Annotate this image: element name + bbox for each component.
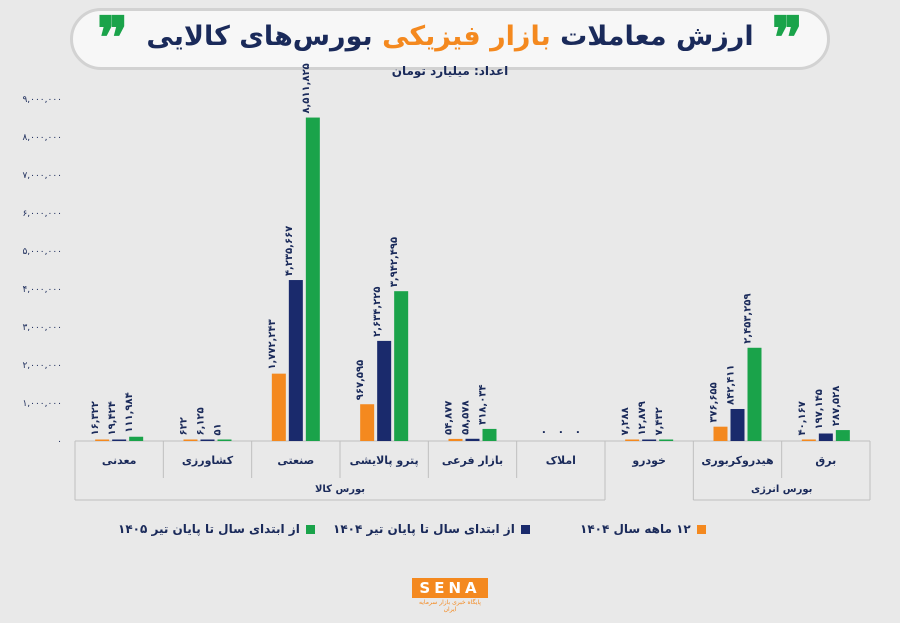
data-label: ۰	[557, 425, 564, 438]
data-label: ۳,۹۴۲,۴۹۵	[389, 237, 400, 287]
data-label: ۷,۲۸۸	[620, 407, 631, 435]
data-label: ۲,۴۵۳,۲۵۹	[743, 293, 754, 343]
bar	[730, 408, 745, 441]
title-highlight: بازار فیزیکی	[382, 21, 551, 52]
bar	[394, 291, 409, 441]
y-tick-label: ۳,۰۰۰,۰۰۰	[22, 323, 62, 333]
data-label: ۵۸,۵۷۸	[461, 400, 472, 434]
legend-item-s1404: ۱۲ ماهه سال ۱۴۰۴	[580, 522, 706, 536]
y-tick-label: ۰	[57, 437, 62, 447]
category-label: پترو پالایشی	[350, 454, 419, 467]
category-label: صنعتی	[277, 454, 314, 467]
data-label: ۴,۲۳۵,۶۶۷	[284, 226, 295, 276]
data-label: ۰	[574, 425, 581, 438]
bar	[112, 439, 127, 441]
bar	[217, 439, 232, 441]
data-label: ۴۰,۱۶۷	[797, 401, 808, 435]
data-label: ۱,۷۷۲,۲۴۳	[267, 319, 278, 369]
group-label: بورس انرژی	[751, 484, 812, 495]
data-label: ۱۶,۳۲۲	[90, 401, 101, 435]
y-tick-label: ۶,۰۰۰,۰۰۰	[22, 209, 62, 219]
bar	[642, 439, 657, 441]
legend-item-stir1405: از ابتدای سال تا پایان تیر ۱۴۰۵	[118, 522, 315, 536]
y-tick-label: ۷,۰۰۰,۰۰۰	[22, 171, 62, 181]
legend-item-stir1404: از ابتدای سال تا پایان تیر ۱۴۰۴	[333, 522, 530, 536]
category-label: هیدروکربوری	[701, 454, 773, 467]
legend-swatch-navy	[520, 525, 530, 534]
data-label: ۰	[540, 425, 547, 438]
data-label: ۵۴,۸۷۷	[444, 401, 455, 435]
category-label: کشاورزی	[182, 454, 234, 467]
y-tick-label: ۵,۰۰۰,۰۰۰	[22, 247, 62, 257]
data-label: ۳۱۸,۰۳۴	[478, 384, 489, 424]
data-label: ۲۸۷,۵۲۸	[831, 386, 842, 426]
legend-swatch-green	[305, 525, 315, 534]
bar	[305, 117, 320, 441]
title-part2: بورس‌های کالایی	[146, 21, 373, 52]
title-part1: ارزش معاملات	[560, 21, 754, 52]
data-label: ۱۹,۴۲۴	[107, 401, 118, 435]
bar	[288, 280, 303, 441]
category-label: املاک	[546, 454, 576, 467]
category-label: خودرو	[631, 454, 666, 467]
logo-text: SENA	[412, 578, 488, 598]
data-label: ۸,۵۱۱,۸۲۵	[301, 63, 312, 113]
quote-mark-right: ❞	[771, 4, 803, 72]
bar	[200, 439, 215, 441]
legend-label: از ابتدای سال تا پایان تیر ۱۴۰۴	[333, 522, 515, 536]
data-label: ۲,۶۳۴,۲۲۵	[372, 287, 383, 337]
bar	[377, 340, 392, 441]
data-label: ۷,۴۳۲	[654, 407, 665, 435]
y-tick-label: ۴,۰۰۰,۰۰۰	[22, 285, 62, 295]
bar	[835, 430, 850, 441]
bar	[713, 426, 728, 441]
legend-swatch-orange	[696, 525, 706, 534]
quote-mark-left: ❞	[97, 4, 129, 72]
bar	[801, 439, 816, 441]
y-tick-label: ۲,۰۰۰,۰۰۰	[22, 361, 62, 371]
bar	[465, 438, 480, 441]
group-label: بورس کالا	[315, 484, 365, 495]
data-label: ۹۶۷,۵۹۵	[355, 360, 366, 400]
legend-label: از ابتدای سال تا پایان تیر ۱۴۰۵	[118, 522, 300, 536]
category-label: برق	[815, 454, 836, 467]
category-label: بازار فرعی	[442, 454, 503, 467]
data-label: ۱۲,۸۷۹	[637, 401, 648, 435]
data-label: ۵۱	[213, 423, 224, 435]
bar	[129, 436, 144, 441]
y-tick-label: ۱,۰۰۰,۰۰۰	[22, 399, 62, 409]
bar	[625, 439, 640, 441]
sena-logo: SENA پایگاه خبری بازار سرمایه ایران	[412, 578, 488, 613]
bar	[818, 433, 833, 441]
chart-title: ارزش معاملات بازار فیزیکی بورس‌های کالای…	[73, 21, 827, 52]
data-label: ۳۷۶,۶۵۵	[709, 382, 720, 422]
bar	[271, 373, 286, 441]
category-label: معدنی	[102, 454, 137, 467]
bar	[95, 439, 110, 441]
data-label: ۶۲۲	[179, 417, 190, 435]
bar	[448, 438, 463, 441]
data-label: ۱۹۷,۱۴۵	[814, 389, 825, 429]
bar	[659, 439, 674, 441]
bar	[183, 439, 198, 441]
data-label: ۶,۱۲۵	[196, 407, 207, 435]
bar	[482, 428, 497, 441]
bar	[360, 404, 375, 441]
logo-subtitle: پایگاه خبری بازار سرمایه ایران	[419, 599, 481, 613]
title-banner: ❞ ارزش معاملات بازار فیزیکی بورس‌های کال…	[70, 8, 830, 70]
unit-label: اعداد: میلیارد تومان	[391, 64, 509, 78]
legend-label: ۱۲ ماهه سال ۱۴۰۴	[580, 522, 691, 536]
data-label: ۱۱۱,۹۸۴	[124, 392, 135, 432]
y-tick-label: ۸,۰۰۰,۰۰۰	[22, 133, 62, 143]
y-tick-label: ۹,۰۰۰,۰۰۰	[22, 95, 62, 105]
data-label: ۸۴۲,۴۱۱	[726, 365, 737, 405]
bar	[747, 347, 762, 441]
